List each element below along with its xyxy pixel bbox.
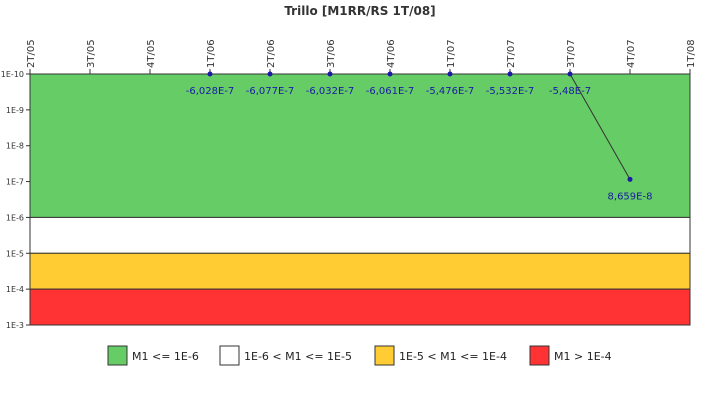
data-label: -5,48E-7 [549, 86, 591, 97]
bands-layer [29, 73, 691, 326]
y-tick-label: 1E-9 [6, 106, 24, 115]
data-label: -5,532E-7 [486, 86, 535, 97]
x-tick-label: 4T/06 [386, 39, 397, 68]
y-tick-label: 1E-3 [6, 321, 24, 330]
legend-swatch [374, 345, 395, 366]
data-point [207, 71, 213, 77]
data-point [627, 176, 633, 182]
x-tick-label: 2T/05 [26, 39, 37, 68]
data-point [267, 71, 273, 77]
data-label: -6,028E-7 [186, 86, 235, 97]
legend-label: 1E-5 < M1 <= 1E-4 [399, 350, 507, 363]
x-tick-label: 2T/07 [506, 39, 517, 68]
legend: M1 <= 1E-6 1E-6 < M1 <= 1E-5 1E-5 < M1 <= … [107, 345, 612, 366]
data-point [507, 71, 513, 77]
x-tick-label: 1T/06 [206, 39, 217, 68]
x-axis: 2T/05 3T/05 4T/05 1T/06 2T/06 3T/06 4T/06 1T/07… [26, 39, 697, 75]
y-tick-label: 1E-6 [6, 213, 24, 222]
x-tick-label: 4T/07 [626, 39, 637, 68]
data-label: -6,032E-7 [306, 86, 355, 97]
data-label: -6,061E-7 [366, 86, 415, 97]
data-point [447, 71, 453, 77]
data-label: -6,077E-7 [246, 86, 295, 97]
legend-label: M1 > 1E-4 [554, 350, 612, 363]
band-0 [29, 73, 691, 218]
band-3 [29, 288, 691, 326]
series-line [210, 73, 631, 180]
legend-label: M1 <= 1E-6 [132, 350, 199, 363]
legend-swatch [219, 345, 240, 366]
legend-swatch [107, 345, 128, 366]
y-tick-label: 1E-5 [6, 249, 24, 258]
y-tick-label: 1E-8 [6, 142, 24, 151]
band-1 [29, 216, 691, 254]
x-tick-label: 3T/06 [326, 39, 337, 68]
x-tick-label: 4T/05 [146, 39, 157, 68]
x-tick-label: 1T/07 [446, 39, 457, 68]
x-tick-label: 3T/05 [86, 39, 97, 68]
legend-label: 1E-6 < M1 <= 1E-5 [244, 350, 352, 363]
data-label: 8,659E-8 [608, 191, 653, 202]
x-tick-label: 3T/07 [566, 39, 577, 68]
x-tick-label: 1T/08 [686, 39, 697, 68]
data-point [327, 71, 333, 77]
legend-swatch [529, 345, 550, 366]
series-layer: -6,028E-7 -6,077E-7 -6,032E-7 -6,061E-7 -5,4… [186, 71, 653, 202]
y-tick-label: 1E-10 [1, 70, 24, 79]
data-label: -5,476E-7 [426, 86, 475, 97]
y-axis: 1E-10 1E-9 1E-8 1E-7 1E-6 1E-5 1E-4 1E-3 [1, 70, 31, 330]
data-point [567, 71, 573, 77]
y-tick-label: 1E-4 [6, 285, 24, 294]
y-tick-label: 1E-7 [6, 178, 24, 187]
band-2 [29, 252, 691, 290]
data-point [387, 71, 393, 77]
x-tick-label: 2T/06 [266, 39, 277, 68]
chart-title: Trillo [M1RR/RS 1T/08] [284, 4, 435, 18]
